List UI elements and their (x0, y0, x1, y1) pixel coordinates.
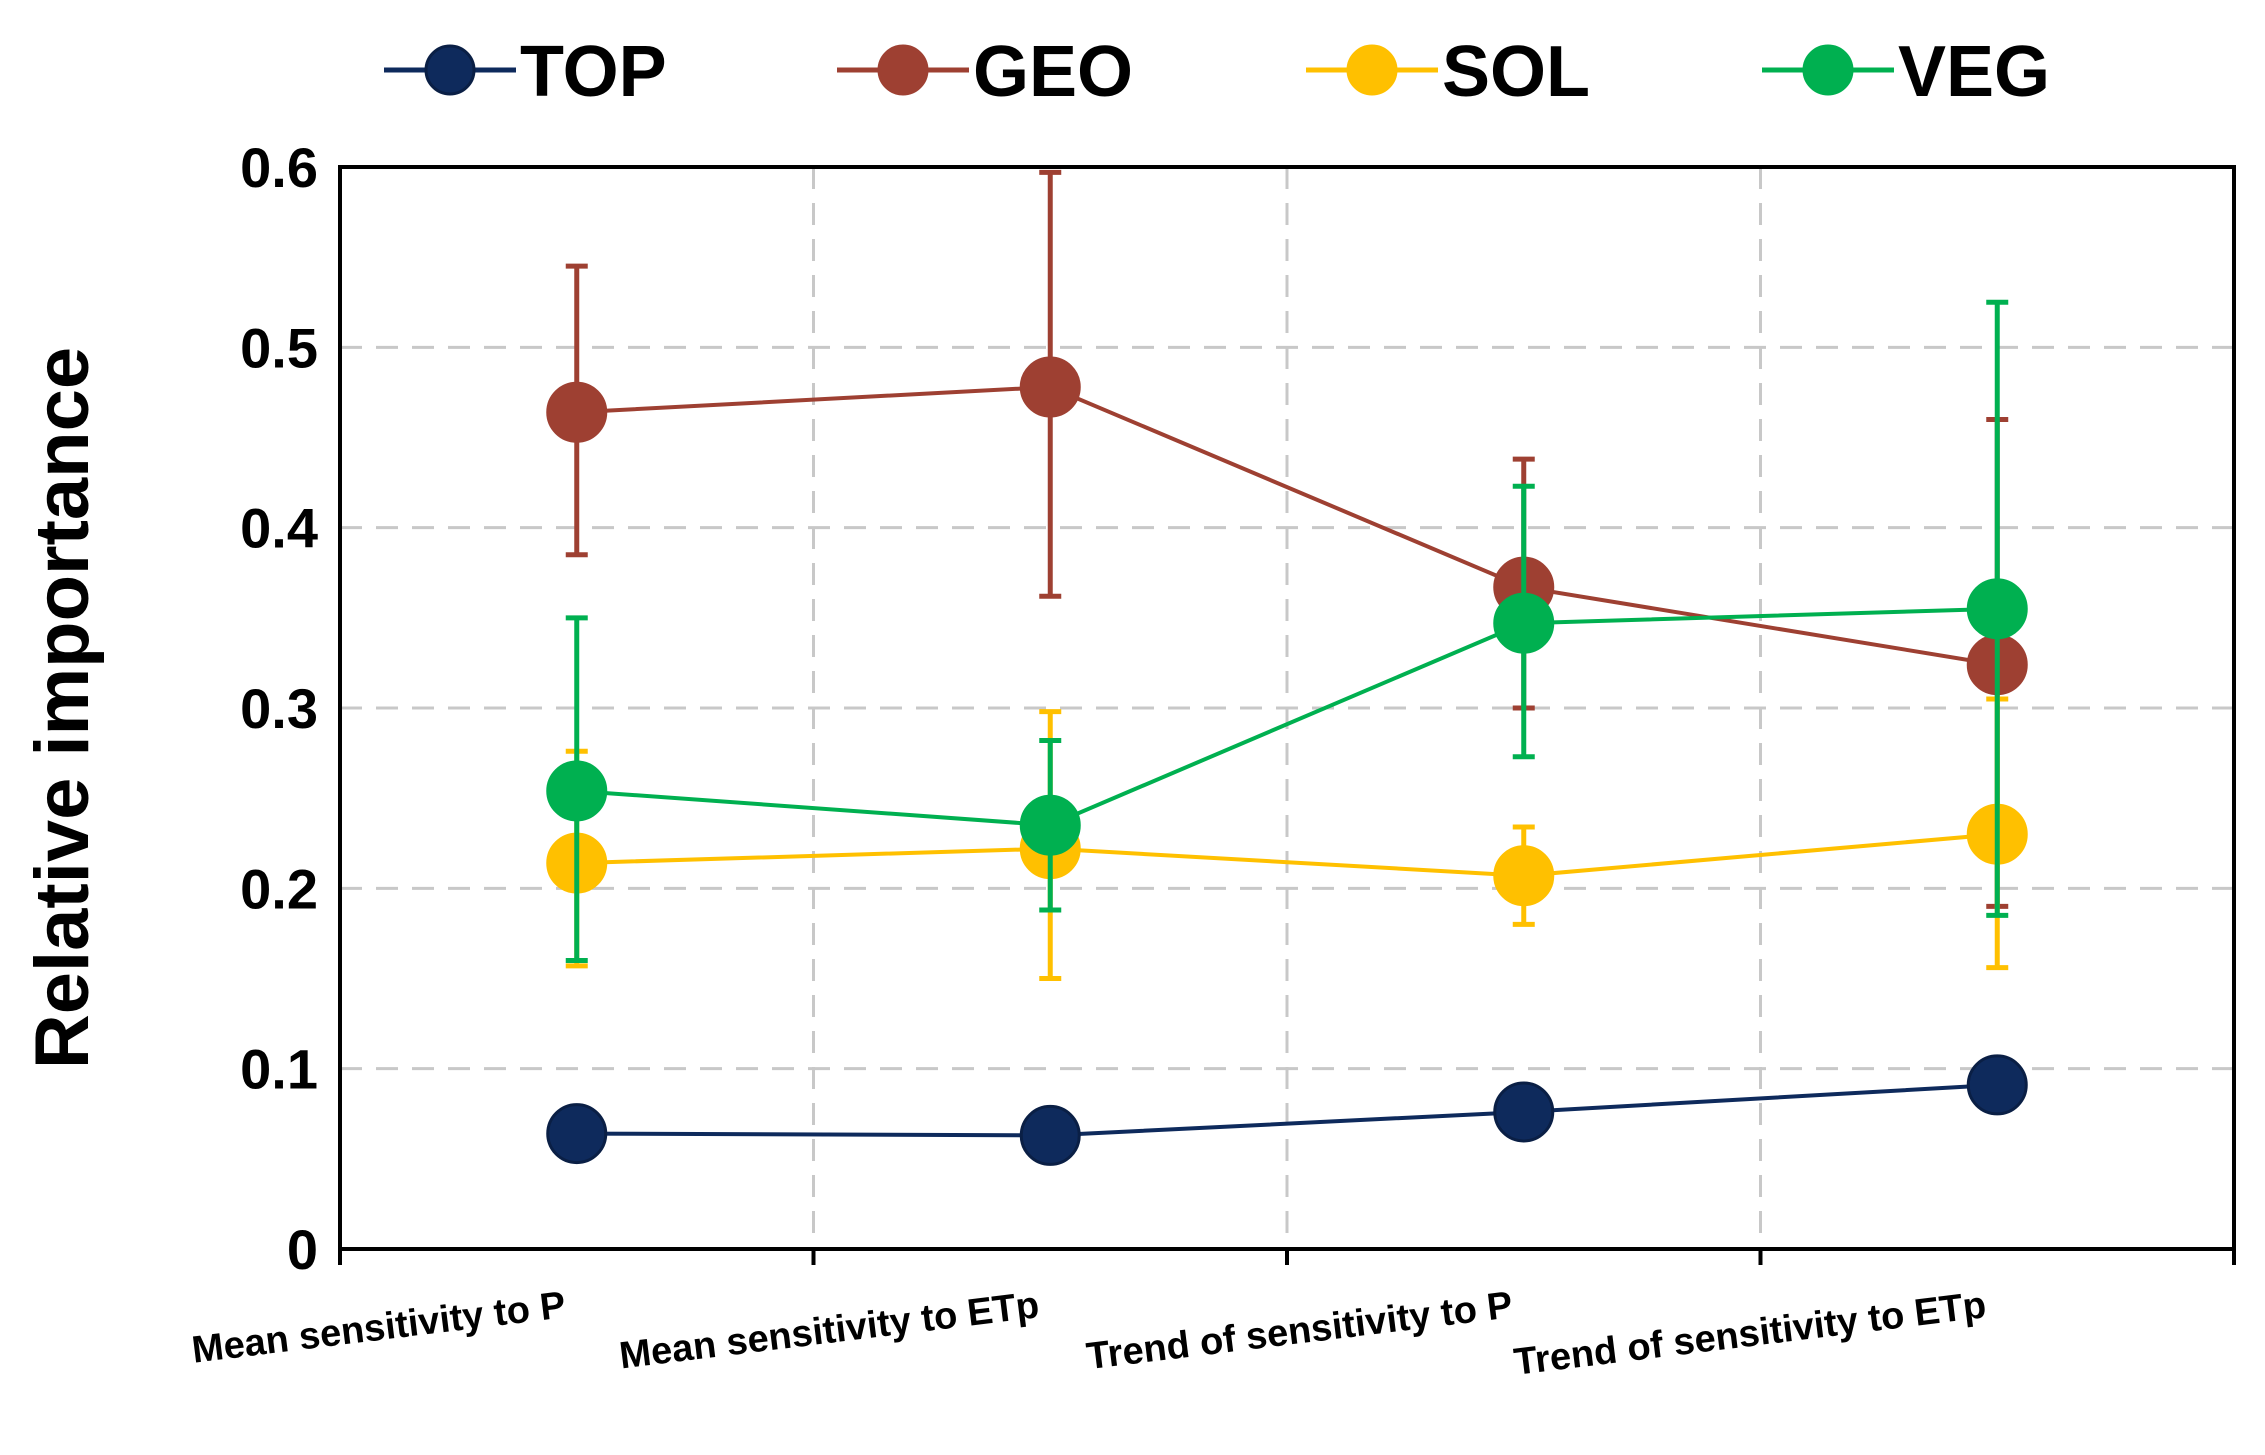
data-point (1019, 356, 1081, 418)
data-point (1493, 1081, 1555, 1143)
data-point (546, 760, 608, 822)
data-point (1493, 592, 1555, 654)
y-tick-label: 0.5 (240, 316, 318, 379)
y-tick-label: 0.6 (240, 136, 318, 199)
data-point (1966, 1054, 2028, 1116)
x-tick-label: Mean sensitivity to ETp (617, 1284, 1041, 1377)
legend-marker (424, 44, 476, 96)
legend-label: SOL (1442, 32, 1590, 112)
data-point (1966, 578, 2028, 640)
series-line (576, 832, 1998, 878)
y-tick-label: 0.2 (240, 857, 318, 920)
legend-marker (1802, 44, 1854, 96)
series-line (576, 606, 1998, 828)
legend-label: GEO (973, 32, 1133, 112)
series-top (546, 1054, 2028, 1166)
data-point (1493, 845, 1555, 907)
legend-label: TOP (520, 32, 667, 112)
legend-marker (1346, 44, 1398, 96)
data-point (1019, 794, 1081, 856)
axes: 0 0.1 0.2 0.3 0.4 0.5 0.6 Mean sensitivity to P… (190, 136, 2236, 1384)
y-tick-label: 0.1 (240, 1038, 318, 1101)
series-line (576, 1082, 1998, 1138)
x-tick-label: Trend of sensitivity to ETp (1512, 1284, 1989, 1384)
x-tick-label: Trend of sensitivity to P (1084, 1284, 1515, 1378)
y-tick-label: 0.3 (240, 677, 318, 740)
legend-marker (877, 44, 929, 96)
series-veg (546, 299, 2028, 963)
data-point (546, 381, 608, 443)
legend-label: VEG (1898, 32, 2050, 112)
y-tick-label: 0 (287, 1218, 318, 1281)
y-tick-label: 0.4 (240, 497, 318, 560)
y-axis-label: Relative importance (20, 347, 105, 1069)
data-point (1019, 1104, 1081, 1166)
series (546, 169, 2028, 1166)
x-tick-label: Mean sensitivity to P (190, 1284, 568, 1371)
data-point (546, 1103, 608, 1165)
legend: TOP GEO SOL VEG (384, 32, 2050, 112)
series-line (576, 384, 1998, 667)
gridlines (340, 167, 2234, 1249)
